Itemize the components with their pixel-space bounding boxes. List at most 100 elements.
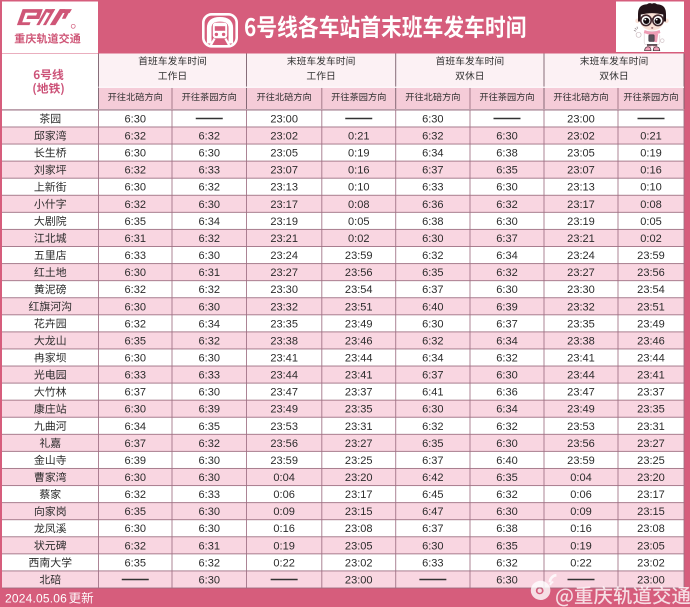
svg-text:6:37: 6:37 [422,523,444,535]
svg-text:6:32: 6:32 [124,318,146,330]
svg-text:23:53: 23:53 [567,421,595,433]
svg-text:23:05: 23:05 [345,540,373,552]
svg-text:6:45: 6:45 [422,489,444,501]
svg-text:6:31: 6:31 [198,540,220,552]
svg-text:6:30: 6:30 [496,216,518,228]
svg-text:6:32: 6:32 [124,489,146,501]
svg-text:23:27: 23:27 [345,438,373,450]
svg-text:6:30: 6:30 [124,301,146,313]
svg-text:23:27: 23:27 [270,267,298,279]
svg-text:6:32: 6:32 [198,335,220,347]
svg-text:6:30: 6:30 [422,113,444,125]
svg-text:6:30: 6:30 [198,301,220,313]
svg-text:6:30: 6:30 [496,574,518,586]
svg-text:6:35: 6:35 [496,165,518,177]
svg-text:6:30: 6:30 [198,148,220,160]
svg-text:0:02: 0:02 [640,233,662,245]
svg-text:0:04: 0:04 [570,472,592,484]
svg-text:6:30: 6:30 [198,352,220,364]
svg-text:23:35: 23:35 [637,404,665,416]
svg-text:23:44: 23:44 [270,370,298,382]
svg-text:6:30: 6:30 [198,574,220,586]
svg-text:23:51: 23:51 [345,301,373,313]
svg-text:6:32: 6:32 [124,540,146,552]
svg-text:23:08: 23:08 [637,523,665,535]
svg-text:23:54: 23:54 [637,284,665,296]
svg-text:23:46: 23:46 [637,335,665,347]
svg-text:23:54: 23:54 [345,284,373,296]
svg-text:6:35: 6:35 [124,506,146,518]
svg-text:0:08: 0:08 [348,199,370,211]
svg-text:6:32: 6:32 [124,199,146,211]
svg-text:6:33: 6:33 [124,250,146,262]
svg-text:23:56: 23:56 [567,438,595,450]
svg-text:0:21: 0:21 [348,131,370,143]
svg-text:23:59: 23:59 [270,455,298,467]
svg-text:6:34: 6:34 [422,352,444,364]
svg-text:6:30: 6:30 [198,506,220,518]
svg-text:6:30: 6:30 [198,523,220,535]
svg-text:6:32: 6:32 [198,438,220,450]
svg-text:6:39: 6:39 [124,455,146,467]
svg-text:6:32: 6:32 [422,335,444,347]
svg-text:6:35: 6:35 [124,216,146,228]
svg-text:23:32: 23:32 [270,301,298,313]
svg-text:6:35: 6:35 [496,472,518,484]
svg-text:6:37: 6:37 [496,233,518,245]
svg-text:6:30: 6:30 [422,540,444,552]
svg-text:23:02: 23:02 [637,557,665,569]
svg-text:6:30: 6:30 [124,148,146,160]
svg-text:23:25: 23:25 [345,455,373,467]
svg-text:6:30: 6:30 [198,387,220,399]
svg-text:6:47: 6:47 [422,506,444,518]
svg-text:6:35: 6:35 [422,438,444,450]
svg-text:0:08: 0:08 [640,199,662,211]
svg-text:6:38: 6:38 [422,216,444,228]
svg-text:0:06: 0:06 [273,489,295,501]
svg-text:23:59: 23:59 [637,250,665,262]
svg-text:6:30: 6:30 [496,506,518,518]
svg-text:6:34: 6:34 [198,216,220,228]
svg-text:6:30: 6:30 [124,113,146,125]
svg-text:23:05: 23:05 [567,148,595,160]
svg-text:6:39: 6:39 [198,404,220,416]
svg-text:0:05: 0:05 [640,216,662,228]
svg-text:23:02: 23:02 [345,557,373,569]
svg-text:23:44: 23:44 [345,352,373,364]
svg-text:6:30: 6:30 [124,182,146,194]
svg-text:6:30: 6:30 [198,472,220,484]
svg-text:6:32: 6:32 [198,284,220,296]
svg-text:6:36: 6:36 [496,387,518,399]
svg-text:23:30: 23:30 [567,284,595,296]
svg-text:6:32: 6:32 [496,199,518,211]
svg-text:23:59: 23:59 [345,250,373,262]
svg-text:23:56: 23:56 [345,267,373,279]
svg-text:23:30: 23:30 [270,284,298,296]
svg-text:6:41: 6:41 [422,387,444,399]
svg-text:23:07: 23:07 [567,165,595,177]
svg-text:6:32: 6:32 [422,131,444,143]
svg-text:6:30: 6:30 [422,404,444,416]
svg-text:6:37: 6:37 [422,455,444,467]
svg-text:6:35: 6:35 [124,557,146,569]
svg-text:0:21: 0:21 [640,131,662,143]
svg-text:6:32: 6:32 [124,284,146,296]
svg-text:23:19: 23:19 [270,216,298,228]
svg-text:23:17: 23:17 [567,199,595,211]
svg-text:23:20: 23:20 [637,472,665,484]
svg-text:6:32: 6:32 [496,489,518,501]
svg-text:23:47: 23:47 [567,387,595,399]
svg-text:6:32: 6:32 [198,182,220,194]
svg-text:23:49: 23:49 [567,404,595,416]
svg-text:6:32: 6:32 [496,421,518,433]
svg-text:23:37: 23:37 [637,387,665,399]
svg-text:23:00: 23:00 [345,574,373,586]
svg-text:6:33: 6:33 [198,370,220,382]
svg-text:23:41: 23:41 [637,370,665,382]
svg-text:23:17: 23:17 [345,489,373,501]
svg-text:23:20: 23:20 [345,472,373,484]
svg-text:6:34: 6:34 [496,404,518,416]
svg-text:6:34: 6:34 [422,148,444,160]
svg-text:23:35: 23:35 [567,318,595,330]
svg-text:6:32: 6:32 [198,131,220,143]
